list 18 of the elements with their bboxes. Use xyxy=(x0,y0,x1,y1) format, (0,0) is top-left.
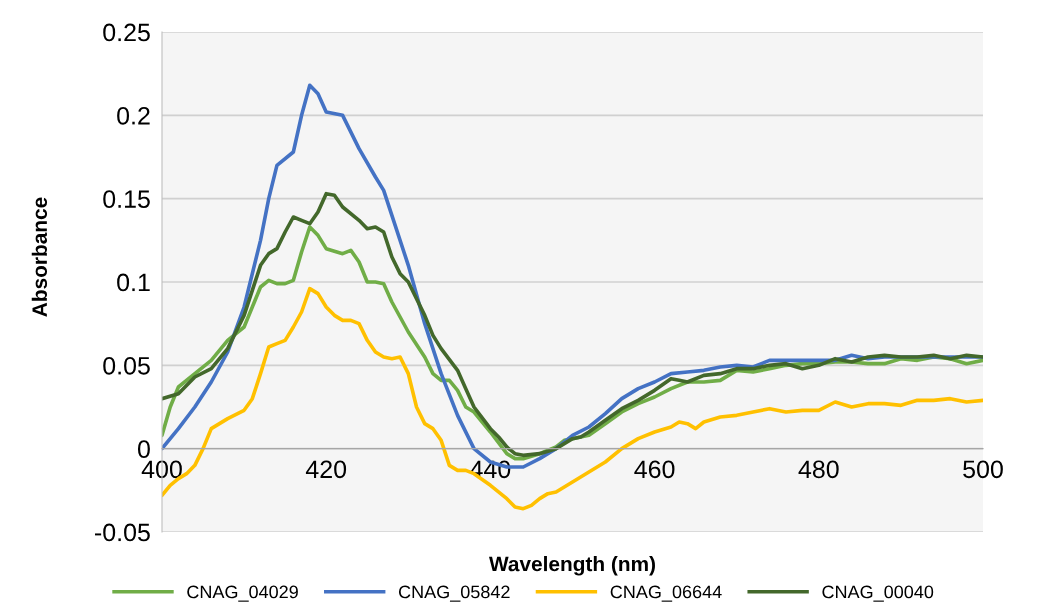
y-tick-label: 0.1 xyxy=(117,273,150,292)
legend-label: CNAG_00040 xyxy=(822,585,934,602)
y-tick-label: 0 xyxy=(137,440,150,458)
x-tick-label: 400 xyxy=(141,460,182,479)
y-tick-label: 0.05 xyxy=(103,356,150,375)
x-tick-label: 460 xyxy=(634,460,675,479)
x-axis-title: Wavelength (nm) xyxy=(489,556,655,576)
y-axis-title: Absorbance xyxy=(31,197,48,317)
legend-label: CNAG_05842 xyxy=(398,585,510,602)
y-tick-label: 0.15 xyxy=(103,190,150,208)
x-tick-label: 480 xyxy=(798,460,839,479)
y-tick-label: 0.25 xyxy=(103,23,150,42)
y-tick-label: 0.2 xyxy=(117,106,150,125)
x-tick-label: 420 xyxy=(305,460,347,479)
legend-label: CNAG_06644 xyxy=(610,585,722,602)
y-tick-label: -0.05 xyxy=(95,523,150,542)
x-tick-label: 500 xyxy=(963,460,1003,479)
legend-label: CNAG_04029 xyxy=(187,585,298,602)
